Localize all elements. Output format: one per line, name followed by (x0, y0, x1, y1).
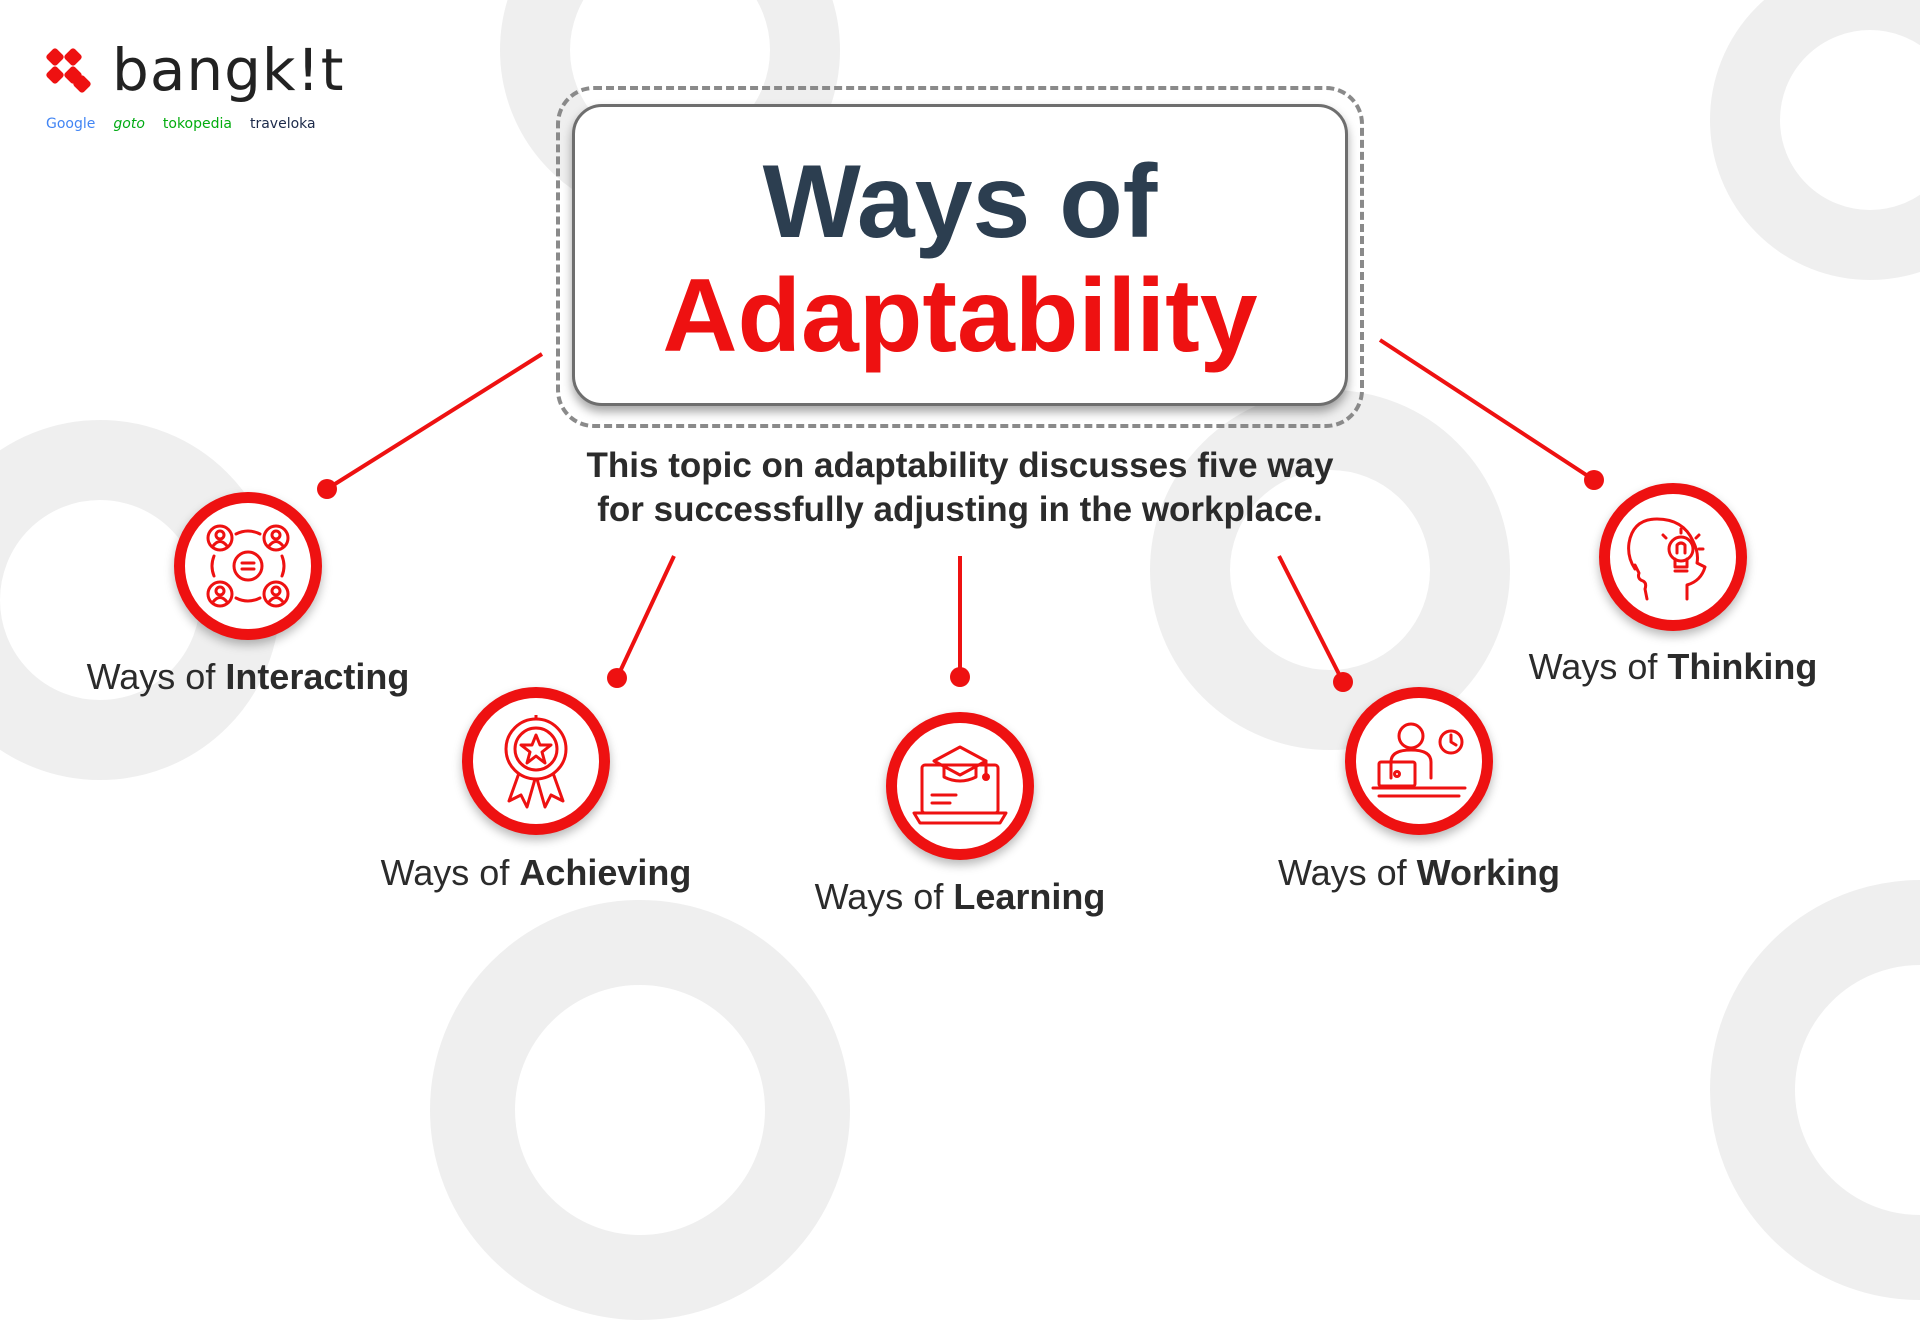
laptop-graduation-cap-icon (912, 745, 1008, 825)
description-line1: This topic on adaptability discusses fiv… (586, 446, 1334, 485)
brand-name: bangk!t (112, 36, 345, 104)
people-discussion-icon (206, 524, 290, 608)
working-node (1345, 687, 1493, 835)
learning-label: Ways of Learning (760, 876, 1160, 918)
connector-thinking (1378, 338, 1596, 482)
topic-description: This topic on adaptability discusses fiv… (520, 444, 1400, 532)
connector-interacting (325, 352, 544, 491)
node-prefix: Ways of (380, 852, 520, 893)
interacting-label: Ways of Interacting (48, 656, 448, 698)
node-prefix: Ways of (86, 656, 226, 697)
learning-node (886, 712, 1034, 860)
node-prefix: Ways of (814, 876, 954, 917)
partner-google: Google (46, 116, 96, 132)
bangkit-logo: bangk!t Google goto tokopedia traveloka (46, 36, 346, 144)
title-box: Ways of Adaptability (572, 104, 1348, 406)
person-at-desk-clock-icon (1371, 722, 1467, 798)
thinking-node (1599, 483, 1747, 631)
connector-dot-interacting (317, 479, 337, 499)
thinking-label: Ways of Thinking (1473, 646, 1873, 688)
partner-tokopedia: tokopedia (162, 116, 232, 132)
interacting-node (174, 492, 322, 640)
connector-dot-thinking (1584, 470, 1604, 490)
partner-traveloka: traveloka (249, 116, 316, 132)
partner-list: Google goto tokopedia traveloka (46, 116, 316, 132)
node-name: Thinking (1667, 646, 1818, 687)
node-name: Achieving (519, 852, 692, 893)
node-prefix: Ways of (1528, 646, 1668, 687)
bangkit-mark-icon (46, 48, 91, 93)
page-title-line2: Adaptability (662, 258, 1258, 374)
node-prefix: Ways of (1277, 852, 1417, 893)
node-name: Interacting (225, 656, 410, 697)
head-lightbulb-icon (1627, 517, 1707, 601)
node-name: Working (1416, 852, 1561, 893)
node-name: Learning (953, 876, 1106, 917)
achieving-label: Ways of Achieving (336, 852, 736, 894)
connector-dot-learning (950, 667, 970, 687)
connector-dot-working (1333, 672, 1353, 692)
achieving-node (462, 687, 610, 835)
connector-achieving (615, 555, 676, 679)
working-label: Ways of Working (1219, 852, 1619, 894)
connector-working (1277, 555, 1345, 683)
description-line2: for successfully adjusting in the workpl… (597, 490, 1323, 529)
page-title-line1: Ways of (762, 144, 1158, 260)
connector-dot-achieving (607, 668, 627, 688)
connector-lines (317, 338, 1604, 692)
partner-goto: goto (113, 116, 145, 132)
award-badge-icon (504, 715, 568, 809)
title-frame-dashed (556, 86, 1364, 428)
